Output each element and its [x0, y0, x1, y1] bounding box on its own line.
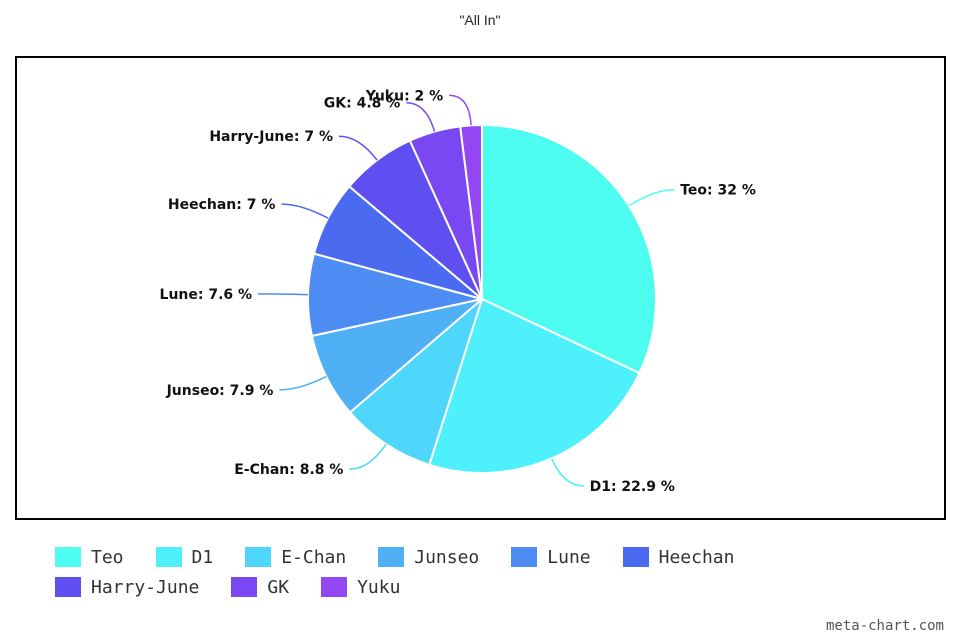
legend-swatch [511, 547, 538, 567]
legend-label: E-Chan [281, 546, 347, 568]
legend-swatch [622, 547, 649, 567]
legend-swatch [55, 547, 81, 567]
legend-label: Teo [91, 546, 124, 568]
legend-label: Junseo [414, 546, 480, 568]
slice-label-harry-june: Harry-June: 7 % [209, 129, 333, 145]
chart-title: "All In" [459, 12, 501, 28]
connector-harry-june [338, 135, 378, 161]
legend-label: GK [267, 576, 290, 598]
slice-label-gk: GK: 4.8 % [324, 96, 401, 112]
slice-label-yuku: Yuku: 2 % [365, 88, 443, 104]
pie-chart: Teo: 32 % D1: 22.9 % E-Chan: 8.8 % Junseo: … [160, 88, 756, 495]
legend-label: D1 [191, 546, 214, 568]
legend-swatch [378, 547, 405, 567]
connector-e-chan [349, 443, 387, 470]
legend-item-lune[interactable]: Lune [511, 546, 591, 568]
connector-gk [406, 101, 436, 132]
pie-slice-e-chan[interactable] [348, 295, 485, 467]
legend-item-e-chan[interactable]: E-Chan [245, 546, 346, 568]
legend-swatch [245, 547, 272, 567]
slice-label-teo: Teo: 32 % [680, 183, 756, 199]
legend-item-heechan[interactable]: Heechan [622, 546, 735, 568]
legend-item-gk[interactable]: GK [231, 576, 289, 598]
legend-item-harry-june[interactable]: Harry-June [55, 576, 199, 598]
connector-teo [628, 188, 675, 207]
slice-label-d1: D1: 22.9 % [590, 479, 675, 495]
connector-heechan [281, 203, 329, 219]
slice-label-e-chan: E-Chan: 8.8 % [234, 462, 343, 478]
connector-d1 [550, 458, 584, 487]
legend-item-yuku[interactable]: Yuku [321, 576, 400, 598]
legend-label: Yuku [357, 576, 401, 598]
slice-label-lune: Lune: 7.6 % [160, 287, 253, 303]
chart-frame: Teo: 32 % D1: 22.9 % E-Chan: 8.8 % Junseo: … [15, 56, 946, 520]
legend: Teo D1 E-Chan Junseo Lune Heechan Harry-June GK… [55, 546, 935, 598]
legend-label: Harry-June [91, 576, 200, 598]
legend-item-d1[interactable]: D1 [155, 546, 214, 568]
connector-junseo [279, 375, 327, 391]
legend-swatch [55, 577, 81, 597]
watermark: meta-chart.com [825, 618, 944, 634]
connector-yuku [449, 94, 472, 126]
legend-item-teo[interactable]: Teo [55, 546, 124, 568]
slice-label-junseo: Junseo: 7.9 % [166, 383, 274, 399]
pie-slice-d1[interactable] [428, 297, 641, 474]
connector-lune [258, 293, 309, 296]
legend-swatch [155, 547, 182, 567]
legend-swatch [231, 577, 258, 597]
legend-swatch [321, 577, 348, 597]
legend-item-junseo[interactable]: Junseo [378, 546, 479, 568]
legend-label: Heechan [658, 546, 735, 568]
slice-label-heechan: Heechan: 7 % [168, 197, 276, 213]
legend-label: Lune [547, 546, 591, 568]
